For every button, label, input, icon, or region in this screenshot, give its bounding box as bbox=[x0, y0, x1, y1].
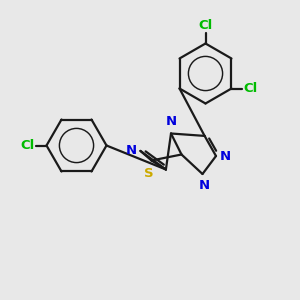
Text: S: S bbox=[144, 167, 154, 180]
Text: N: N bbox=[165, 115, 177, 128]
Text: Cl: Cl bbox=[198, 19, 213, 32]
Text: Cl: Cl bbox=[21, 139, 35, 152]
Text: Cl: Cl bbox=[243, 82, 257, 95]
Text: N: N bbox=[126, 144, 137, 158]
Text: N: N bbox=[198, 179, 210, 192]
Text: N: N bbox=[220, 149, 231, 163]
